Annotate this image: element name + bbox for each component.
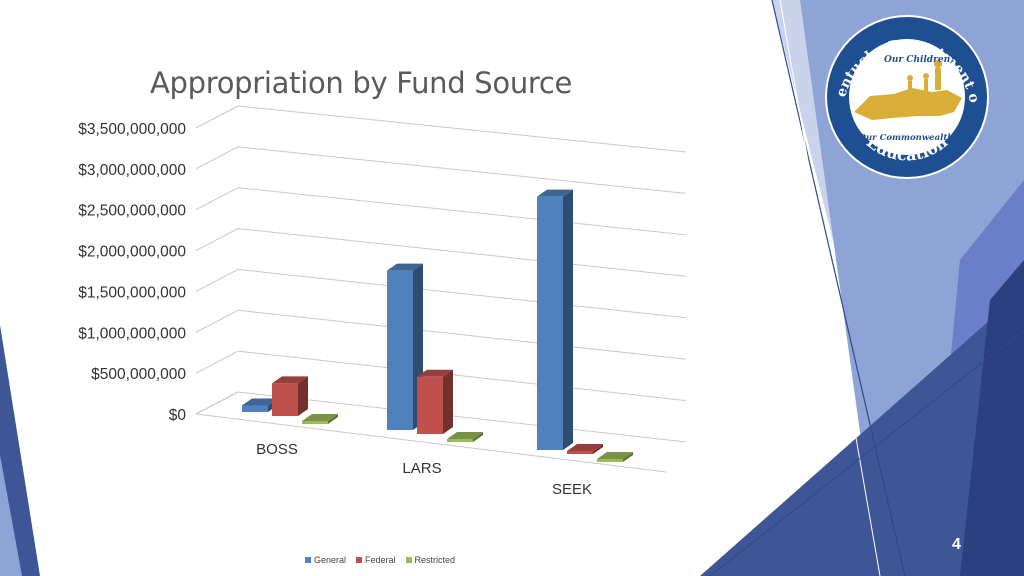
y-tick-label-1: $500,000,000	[91, 366, 186, 383]
bar-seek-restricted	[597, 459, 623, 462]
legend-swatch-federal	[356, 557, 363, 563]
x-axis-line	[195, 413, 667, 473]
bar-seek-federal	[567, 451, 593, 454]
logo-inner-top-text: Our Children,	[884, 55, 953, 65]
bar-top-lars-restricted	[447, 432, 483, 439]
y-tick-label-0: $0	[169, 407, 187, 424]
bar-side-boss-federal	[298, 376, 308, 416]
bar-chart-3d: $0 $500,000,000 $1,000,000,000 $1,500,000,0…	[78, 105, 687, 498]
gridline-depth-7	[195, 105, 239, 129]
deco-line-2	[779, 0, 881, 576]
child-figure-icon	[923, 73, 929, 79]
gridline-depth-5	[195, 187, 239, 211]
bar-side-seek-federal	[593, 444, 603, 454]
bar-lars-restricted	[447, 439, 473, 442]
deco-line-3	[709, 329, 1024, 576]
legend-label-general: General	[314, 555, 347, 565]
bar-top-boss-restricted	[302, 414, 338, 421]
x-tick-label-seek: SEEK	[552, 481, 592, 498]
legend-item-restricted: Restricted	[405, 555, 456, 565]
legend-item-general: General	[305, 555, 346, 565]
y-tick-label-7: $3,500,000,000	[78, 121, 186, 138]
gridline-depth-4	[195, 228, 239, 252]
gridline-depth-1	[195, 350, 239, 374]
slide-title: Appropriation by Fund Source	[150, 66, 573, 100]
x-tick-label-boss: BOSS	[256, 441, 298, 458]
gridline-0	[237, 391, 687, 443]
figure-head-icon	[934, 60, 942, 68]
kentucky-map-icon	[854, 88, 962, 120]
bar-top-seek-restricted	[597, 452, 633, 459]
deco-panel-darkest	[960, 260, 1024, 576]
bar-side-boss-restricted	[328, 414, 338, 424]
deco-left-top	[0, 0, 16, 40]
page-number: 4	[952, 536, 961, 553]
child-figure-2-icon	[907, 75, 913, 81]
y-tick-label-3: $1,500,000,000	[78, 284, 186, 301]
legend-label-federal: Federal	[365, 555, 396, 565]
bar-side-seek-restricted	[623, 452, 633, 462]
legend-item-federal: Federal	[356, 555, 396, 565]
bar-top-lars-general	[387, 263, 423, 271]
bar-top-boss-federal	[272, 376, 308, 384]
bar-boss-restricted	[302, 421, 328, 424]
deco-left-light	[0, 455, 22, 576]
bar-side-lars-restricted	[473, 432, 483, 442]
bar-side-lars-federal	[443, 369, 453, 434]
logo-inner-bottom-text: Our Commonwealth	[859, 133, 954, 143]
chart-legend: General Federal Restricted	[305, 555, 455, 565]
gridline-depth-3	[195, 268, 239, 292]
gridline-3	[237, 268, 687, 319]
kde-logo: Kentucky Department of Education Our Chi…	[822, 12, 989, 179]
bar-boss-general	[242, 405, 268, 412]
figure-body-icon	[935, 68, 941, 90]
gridline-4	[237, 228, 687, 277]
y-tick-label-4: $2,000,000,000	[78, 244, 186, 261]
gridline-6	[237, 146, 687, 194]
bar-lars-federal	[417, 376, 443, 434]
child-body-icon	[924, 79, 928, 91]
bar-lars-general	[387, 270, 413, 430]
gridline-7	[237, 105, 687, 153]
gridline-2	[237, 309, 687, 360]
deco-panel-dark-bottom	[700, 290, 1024, 576]
y-tick-label-2: $1,000,000,000	[78, 325, 186, 342]
gridline-depth-6	[195, 146, 239, 170]
bar-top-boss-general	[242, 398, 278, 406]
y-tick-label-6: $3,000,000,000	[78, 162, 186, 179]
y-tick-label-5: $2,500,000,000	[78, 203, 186, 220]
bar-top-lars-federal	[417, 369, 453, 377]
deco-line-1	[771, 0, 906, 576]
bar-boss-federal	[272, 383, 298, 416]
floor-depth-edge	[195, 391, 239, 415]
bar-top-seek-federal	[567, 444, 603, 451]
x-tick-label-lars: LARS	[402, 460, 441, 477]
bar-top-seek-general	[537, 189, 573, 197]
bar-side-seek-general	[563, 189, 573, 450]
child-body-2-icon	[908, 81, 912, 91]
gridline-1	[237, 350, 687, 402]
legend-swatch-restricted	[405, 557, 412, 563]
legend-label-restricted: Restricted	[414, 555, 456, 565]
gridline-depth-2	[195, 309, 239, 333]
legend-swatch-general	[305, 557, 311, 563]
bar-seek-general	[537, 196, 563, 450]
gridline-5	[237, 187, 687, 236]
